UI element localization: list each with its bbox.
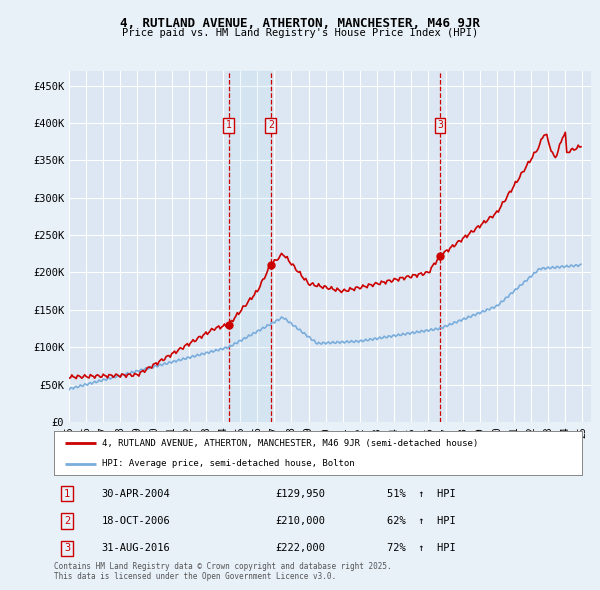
- Text: HPI: Average price, semi-detached house, Bolton: HPI: Average price, semi-detached house,…: [101, 460, 354, 468]
- Text: 31-AUG-2016: 31-AUG-2016: [101, 543, 170, 553]
- Bar: [229, 71, 271, 422]
- Text: 4, RUTLAND AVENUE, ATHERTON, MANCHESTER, M46 9JR: 4, RUTLAND AVENUE, ATHERTON, MANCHESTER,…: [120, 17, 480, 30]
- Text: 1: 1: [64, 489, 70, 499]
- Text: 1: 1: [226, 120, 232, 130]
- Text: Price paid vs. HM Land Registry's House Price Index (HPI): Price paid vs. HM Land Registry's House …: [122, 28, 478, 38]
- Text: 4, RUTLAND AVENUE, ATHERTON, MANCHESTER, M46 9JR (semi-detached house): 4, RUTLAND AVENUE, ATHERTON, MANCHESTER,…: [101, 438, 478, 448]
- Text: £129,950: £129,950: [276, 489, 326, 499]
- Text: 3: 3: [437, 120, 443, 130]
- Text: 3: 3: [64, 543, 70, 553]
- Text: 30-APR-2004: 30-APR-2004: [101, 489, 170, 499]
- Text: Contains HM Land Registry data © Crown copyright and database right 2025.
This d: Contains HM Land Registry data © Crown c…: [54, 562, 392, 581]
- Text: 2: 2: [268, 120, 274, 130]
- Text: £210,000: £210,000: [276, 516, 326, 526]
- Text: 72%  ↑  HPI: 72% ↑ HPI: [386, 543, 455, 553]
- Text: 2: 2: [64, 516, 70, 526]
- Text: 62%  ↑  HPI: 62% ↑ HPI: [386, 516, 455, 526]
- Text: 18-OCT-2006: 18-OCT-2006: [101, 516, 170, 526]
- Text: 51%  ↑  HPI: 51% ↑ HPI: [386, 489, 455, 499]
- Text: £222,000: £222,000: [276, 543, 326, 553]
